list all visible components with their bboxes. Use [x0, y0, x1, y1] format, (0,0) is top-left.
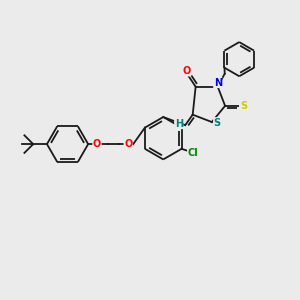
Text: N: N: [214, 78, 222, 88]
Text: O: O: [124, 139, 132, 149]
Text: O: O: [93, 139, 101, 149]
Text: H: H: [175, 119, 183, 129]
Text: O: O: [182, 66, 191, 76]
Text: S: S: [214, 118, 221, 128]
Text: S: S: [240, 101, 247, 111]
Text: Cl: Cl: [188, 148, 198, 158]
